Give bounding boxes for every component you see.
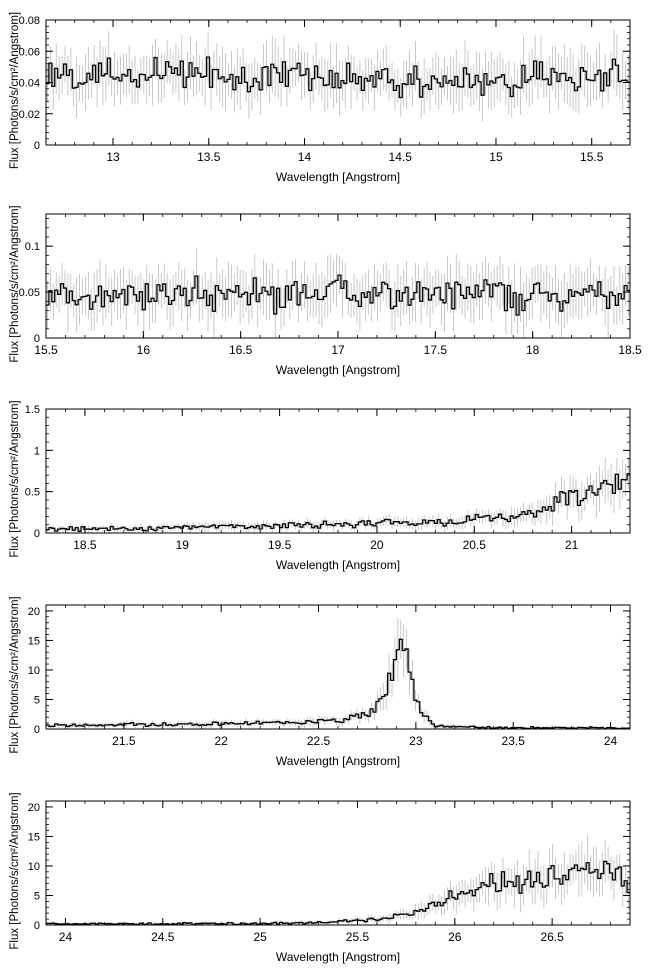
x-tick-label: 15.5 — [34, 343, 58, 357]
data-area — [46, 457, 630, 533]
plot-frame — [45, 408, 631, 534]
x-axis-label: Wavelength [Angstrom] — [276, 363, 400, 377]
x-tick-label: 26.5 — [540, 930, 564, 944]
y-tick-label: 1.5 — [25, 404, 40, 416]
x-tick-label: 20 — [370, 538, 384, 552]
data-area — [46, 617, 630, 729]
y-tick-label: 20 — [28, 802, 40, 814]
y-axis-label: Flux [Photons/s/cm²/Angstrom] — [9, 792, 21, 949]
x-tick-label: 24 — [59, 930, 73, 944]
chart-panel-2: 15.5 16 16.5 17 17.5 18 18.5 0 0.05 0.1 Wavelength… — [9, 205, 642, 377]
plot-frame — [45, 604, 631, 730]
x-axis-label: Wavelength [Angstrom] — [276, 950, 400, 964]
x-tick-label: 22 — [215, 734, 229, 748]
y-tick-label: 10 — [28, 665, 40, 677]
x-tick-label: 18 — [526, 343, 540, 357]
x-tick-label: 21 — [565, 538, 579, 552]
y-tick-label: 0.02 — [19, 109, 40, 121]
spectrum-step-line — [46, 473, 630, 532]
y-tick-label: 0 — [34, 333, 40, 345]
error-bars — [47, 617, 629, 729]
x-axis-label: Wavelength [Angstrom] — [276, 558, 400, 572]
y-tick-label: 0 — [34, 528, 40, 540]
y-tick-label: 10 — [28, 861, 40, 873]
x-tick-label: 19.5 — [268, 538, 292, 552]
y-axis-label: Flux [Photons/s/cm²/Angstrom] — [9, 205, 21, 362]
x-tick-label: 24 — [604, 734, 618, 748]
x-tick-label: 17 — [331, 343, 345, 357]
spectrum-step-line — [46, 56, 630, 99]
x-tick-label: 21.5 — [112, 734, 136, 748]
x-tick-label: 19 — [176, 538, 190, 552]
y-axis-label: Flux [Photons/s/cm²/Angstrom] — [9, 400, 21, 557]
y-tick-label: 5 — [34, 890, 40, 902]
x-tick-label: 25 — [253, 930, 267, 944]
data-area — [46, 29, 630, 122]
x-axis-label: Wavelength [Angstrom] — [276, 754, 400, 768]
plot-frame — [45, 800, 631, 926]
y-tick-label: 0.08 — [19, 15, 40, 27]
x-tick-label: 26 — [448, 930, 462, 944]
y-tick-label: 0.1 — [25, 241, 40, 253]
y-tick-label: 20 — [28, 606, 40, 618]
chart-panel-3: 18.5 19 19.5 20 20.5 21 0 0.5 1 1.5 Wavelength [An… — [9, 400, 631, 572]
y-tick-label: 0 — [34, 724, 40, 736]
y-tick-label: 0.06 — [19, 46, 40, 58]
x-tick-label: 13 — [106, 150, 120, 164]
data-area — [46, 248, 630, 338]
x-tick-label: 18.5 — [618, 343, 642, 357]
y-tick-label: 0.04 — [19, 78, 40, 90]
y-tick-label: 15 — [28, 831, 40, 843]
y-tick-label: 1 — [34, 445, 40, 457]
x-tick-label: 23 — [409, 734, 423, 748]
x-tick-label: 14.5 — [389, 150, 413, 164]
spectrum-step-line — [46, 638, 630, 729]
chart-panel-5: 24 24.5 25 25.5 26 26.5 0 5 10 15 20 Wavelength [An… — [9, 792, 631, 964]
x-tick-label: 18.5 — [73, 538, 97, 552]
y-axis-label: Flux [Photons/s/cm²/Angstrom] — [9, 12, 21, 169]
error-bars — [47, 835, 629, 925]
x-tick-label: 14 — [298, 150, 312, 164]
x-tick-label: 13.5 — [197, 150, 221, 164]
x-tick-label: 16 — [137, 343, 151, 357]
x-tick-label: 16.5 — [229, 343, 253, 357]
x-tick-label: 23.5 — [502, 734, 526, 748]
chart-panel-4: 21.5 22 22.5 23 23.5 24 0 5 10 15 20 Wavelength [An… — [9, 596, 631, 768]
spectrum-step-line — [46, 860, 630, 925]
x-tick-label: 22.5 — [307, 734, 331, 748]
spectrum-step-line — [46, 274, 630, 316]
x-tick-label: 17.5 — [424, 343, 448, 357]
y-axis-label: Flux [Photons/s/cm²/Angstrom] — [9, 596, 21, 753]
y-tick-label: 0 — [34, 140, 40, 152]
y-tick-label: 0.05 — [19, 287, 40, 299]
x-axis-label: Wavelength [Angstrom] — [276, 170, 400, 184]
x-tick-label: 15 — [489, 150, 503, 164]
x-tick-label: 20.5 — [463, 538, 487, 552]
y-tick-label: 15 — [28, 635, 40, 647]
data-area — [46, 835, 630, 925]
x-tick-label: 24.5 — [151, 930, 175, 944]
chart-panel-1: 13 13.5 14 14.5 15 15.5 0 0.02 0.04 0.06 0.08 Wavel… — [9, 12, 631, 184]
x-tick-label: 25.5 — [346, 930, 370, 944]
x-tick-label: 15.5 — [580, 150, 604, 164]
y-tick-label: 0 — [34, 920, 40, 932]
y-tick-label: 5 — [34, 694, 40, 706]
error-bars — [47, 457, 629, 533]
y-tick-label: 0.5 — [25, 487, 40, 499]
